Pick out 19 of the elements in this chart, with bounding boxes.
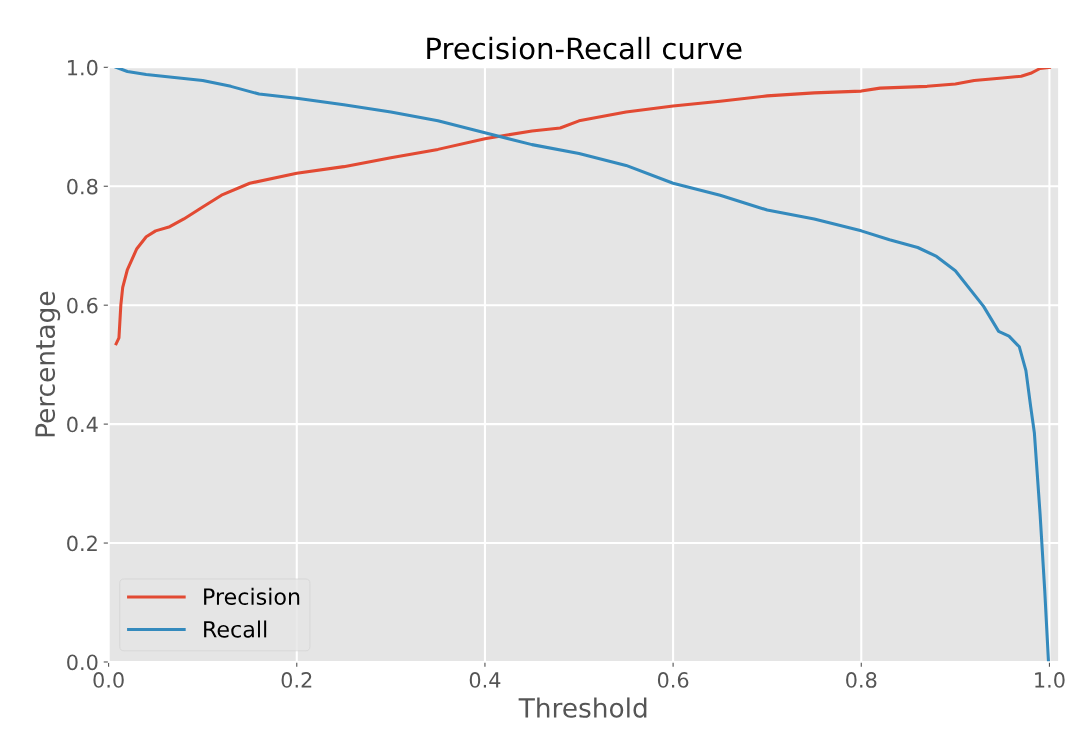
x-tick-label: 1.0 — [1035, 672, 1065, 688]
y-tick-label: 0.0 — [67, 654, 98, 671]
line-series — [114, 67, 1051, 346]
legend-label: Recall — [204, 620, 267, 638]
y-tick-label: 0.8 — [67, 178, 98, 195]
x-tick-label: 0.4 — [469, 672, 501, 688]
x-tick-label: 0.2 — [281, 672, 312, 688]
y-tick-label: 0.6 — [67, 297, 98, 314]
y-tick-label: 1.0 — [68, 59, 98, 76]
x-tick-label: 0.8 — [846, 672, 877, 688]
y-tick-label: 0.2 — [67, 535, 97, 552]
y-axis-title: Percentage — [35, 291, 61, 437]
legend-label: Precision — [204, 587, 300, 606]
x-tick-label: 0.0 — [93, 672, 124, 688]
chart-title: Precision-Recall curve — [427, 36, 742, 60]
y-tick-label: 0.4 — [67, 416, 98, 433]
x-tick-label: 0.6 — [657, 672, 689, 688]
line-series — [114, 67, 1051, 662]
x-axis-title: Threshold — [518, 697, 647, 718]
